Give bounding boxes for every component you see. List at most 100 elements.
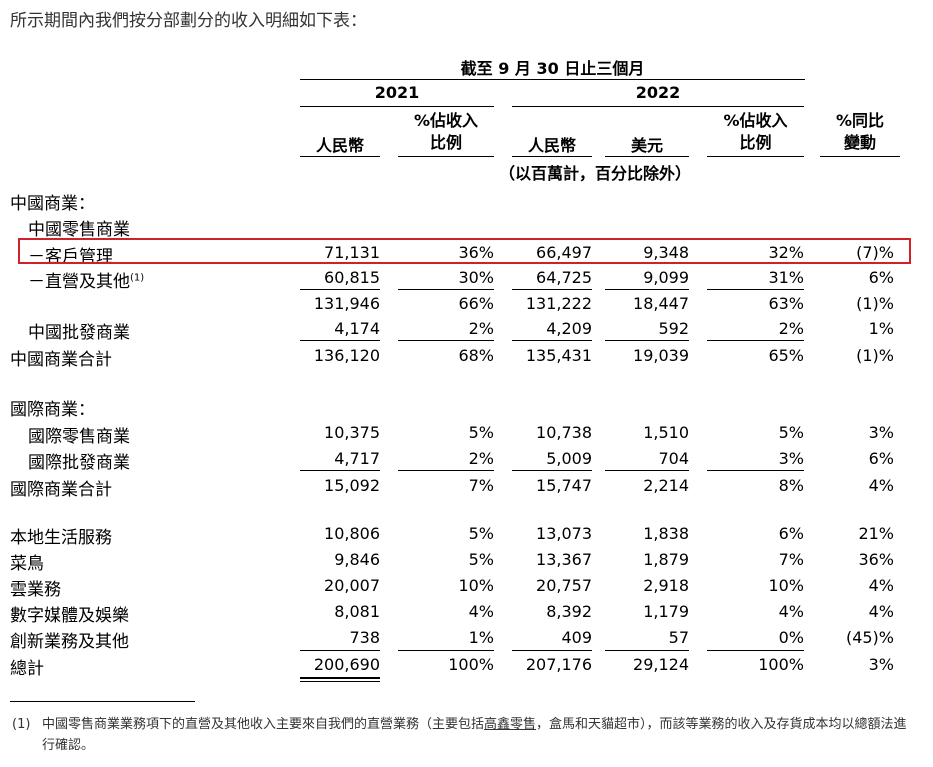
cell-rmb-2022: 13,073: [536, 524, 592, 543]
cell-yoy: (45)%: [845, 628, 894, 647]
row-label: 菜鳥: [10, 554, 44, 574]
table-row: －直營及其他(1) 60,815 30% 64,725 9,099 31% 6%: [0, 264, 933, 292]
cell-usd-2022: 1,179: [643, 602, 689, 621]
subtotal-rule: [707, 289, 804, 290]
footnote-text: 中國零售商業業務項下的直營及其他收入主要來自我們的直營業務（主要包括高鑫零售，盒…: [42, 714, 917, 756]
subtotal-rule: [398, 340, 494, 341]
cell-yoy: 3%: [868, 423, 894, 442]
subtotal-rule: [707, 470, 804, 471]
subtotal-rule: [300, 470, 380, 471]
highlight-box: [18, 238, 911, 264]
table-row: 中國零售商業: [0, 212, 933, 240]
cell-rmb-2022: 8,392: [546, 602, 592, 621]
table-row: 國際批發商業 4,717 2% 5,009 704 3% 6%: [0, 445, 933, 473]
row-label: 中國批發商業: [28, 323, 130, 343]
cell-pct-2022: 10%: [768, 576, 804, 595]
year-2022-header: 2022: [635, 83, 681, 102]
table-row: 國際零售商業 10,375 5% 10,738 1,510 5% 3%: [0, 419, 933, 447]
row-label: 中國商業合計: [10, 350, 112, 370]
row-label-text: －直營及其他: [28, 272, 130, 292]
col-usd-2022: 美元: [630, 136, 663, 155]
cell-pct-2021: 5%: [468, 524, 494, 543]
cell-yoy: 4%: [868, 602, 894, 621]
cell-usd-2022: 9,099: [643, 268, 689, 287]
table-row: 菜鳥 9,846 5% 13,367 1,879 7% 36%: [0, 546, 933, 574]
row-label: 本地生活服務: [10, 528, 112, 548]
total-double-rule: [300, 681, 380, 682]
cell-yoy: 1%: [868, 319, 894, 338]
cell-pct-2022: 6%: [778, 524, 804, 543]
cell-usd-2022: 57: [668, 628, 689, 647]
cell-pct-2021: 10%: [458, 576, 494, 595]
cell-pct-2021: 2%: [468, 449, 494, 468]
year-2021-header: 2021: [374, 83, 420, 102]
cell-rmb-2021: 10,375: [324, 423, 380, 442]
cell-pct-2021: 36%: [458, 243, 494, 262]
colhead-underline-3: [512, 156, 592, 157]
table-row: 131,946 66% 131,222 18,447 63% (1)%: [0, 290, 933, 316]
cell-pct-2021: 4%: [468, 602, 494, 621]
col-pct-2021: %佔收入 比例: [413, 111, 479, 152]
cell-yoy: 6%: [868, 449, 894, 468]
col-yoy: %同比 變動: [835, 111, 885, 152]
cell-rmb-2022: 10,738: [536, 423, 592, 442]
subtotal-rule: [512, 289, 592, 290]
footnote-link[interactable]: 高鑫零售: [484, 717, 537, 732]
row-label: －直營及其他(1): [28, 267, 144, 292]
cell-rmb-2022: 131,222: [525, 294, 592, 313]
cell-pct-2022: 3%: [778, 449, 804, 468]
cell-yoy: (1)%: [856, 346, 894, 365]
cell-rmb-2021: 8,081: [334, 602, 380, 621]
subtotal-rule: [300, 289, 380, 290]
total-double-rule: [300, 677, 380, 679]
row-label: 國際批發商業: [28, 453, 130, 473]
cell-yoy: (7)%: [856, 243, 894, 262]
intro-text: 所示期間內我們按分部劃分的收入明細如下表：: [10, 11, 367, 31]
row-label: 國際商業合計: [10, 480, 112, 500]
table-row: 雲業務 20,007 10% 20,757 2,918 10% 4%: [0, 572, 933, 600]
cell-pct-2021: 66%: [458, 294, 494, 313]
cell-rmb-2021: 9,846: [334, 550, 380, 569]
row-label: 國際零售商業: [28, 427, 130, 447]
col-rmb-2022: 人民幣: [527, 136, 576, 155]
cell-rmb-2021: 10,806: [324, 524, 380, 543]
cell-rmb-2022: 13,367: [536, 550, 592, 569]
units-note: （以百萬計，百分比除外）: [498, 164, 691, 183]
cell-pct-2022: 0%: [778, 628, 804, 647]
cell-rmb-2021: 136,120: [313, 346, 380, 365]
cell-rmb-2022: 135,431: [525, 346, 592, 365]
colhead-underline-5: [707, 156, 804, 157]
total-rule: [300, 650, 380, 651]
cell-pct-2022: 32%: [768, 243, 804, 262]
table-row: 本地生活服務 10,806 5% 13,073 1,838 6% 21%: [0, 520, 933, 548]
cell-pct-2021: 5%: [468, 423, 494, 442]
cell-pct-2022: 63%: [768, 294, 804, 313]
cell-yoy: 4%: [868, 476, 894, 495]
cell-pct-2022: 65%: [768, 346, 804, 365]
cell-usd-2022: 2,214: [643, 476, 689, 495]
cell-rmb-2021: 60,815: [324, 268, 380, 287]
cell-pct-2022: 2%: [778, 319, 804, 338]
row-label: 總計: [10, 659, 44, 679]
cell-pct-2022: 7%: [778, 550, 804, 569]
cell-rmb-2022: 64,725: [536, 268, 592, 287]
footnote-text-b: ，盒馬和天貓超市），而該等業務的收入及存貨成本均以總額法進行確認。: [42, 717, 907, 753]
row-label: 中國商業：: [10, 194, 95, 214]
cell-pct-2021: 5%: [468, 550, 494, 569]
cell-usd-2022: 1,510: [643, 423, 689, 442]
total-rule: [512, 650, 592, 651]
subtotal-rule: [300, 340, 380, 341]
total-rule: [605, 650, 689, 651]
cell-usd-2022: 1,879: [643, 550, 689, 569]
colhead-underline-2: [398, 156, 494, 157]
cell-pct-2021: 100%: [448, 655, 494, 674]
cell-yoy: 6%: [868, 268, 894, 287]
table-row: 中國商業：: [0, 186, 933, 214]
total-rule: [398, 650, 494, 651]
subtotal-rule: [605, 289, 689, 290]
table-row: 中國商業合計 136,120 68% 135,431 19,039 65% (1…: [0, 342, 933, 370]
cell-usd-2022: 592: [658, 319, 689, 338]
cell-rmb-2021: 20,007: [324, 576, 380, 595]
subtotal-rule: [512, 340, 592, 341]
cell-rmb-2022: 5,009: [546, 449, 592, 468]
